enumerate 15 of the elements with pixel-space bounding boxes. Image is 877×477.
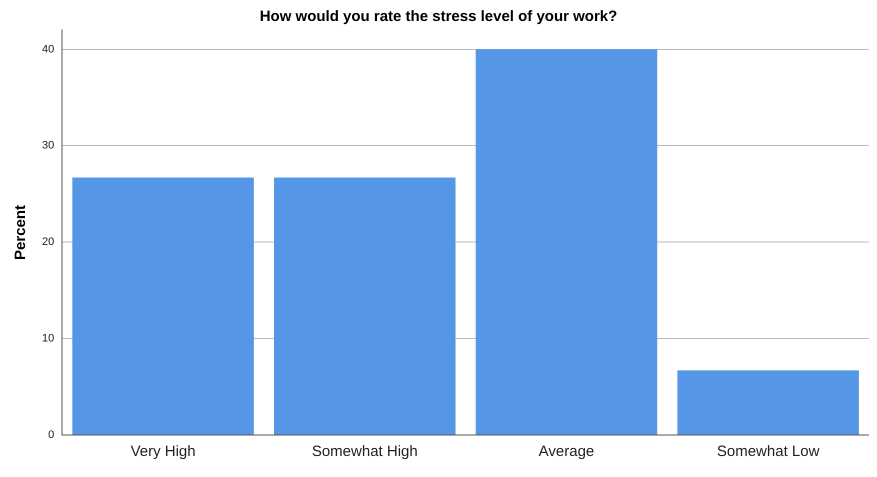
y-tick-label: 0: [48, 429, 54, 442]
y-axis-title: Percent: [12, 204, 30, 260]
x-tick-label: Very High: [130, 443, 196, 460]
y-tick-label: 10: [42, 332, 54, 345]
y-tick-label: 30: [42, 140, 54, 152]
bar: [274, 178, 456, 434]
y-tick-label: 40: [42, 43, 54, 56]
x-tick-label: Somewhat Low: [716, 443, 820, 460]
bar: [72, 178, 254, 434]
bar: [476, 49, 658, 434]
x-tick-label: Average: [538, 443, 594, 460]
chart-title: How would you rate the stress level of your work?: [260, 8, 618, 26]
bar: [677, 370, 859, 434]
y-tick-label: 20: [42, 236, 54, 248]
x-tick-label: Somewhat High: [312, 443, 418, 460]
